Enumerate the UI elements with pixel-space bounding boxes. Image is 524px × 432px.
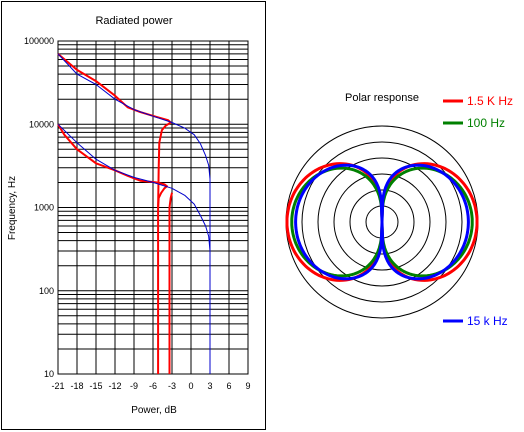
polar-ring [349,189,415,255]
y-tick-label: 1000 [34,203,54,213]
legend-label-2: 100 Hz [467,116,505,130]
x-tick-label: -9 [130,381,138,391]
legend-label-3: 15 k Hz [467,314,508,328]
series-line-5 [57,53,211,374]
x-axis-label: Power, dB [131,405,177,416]
series-line-2 [168,192,173,374]
legend-item-1: 1.5 K Hz [443,94,513,108]
plot-series [57,53,211,374]
x-tick-label: 9 [245,381,250,391]
polar-ring [317,157,447,287]
plot-frame [57,40,249,375]
x-tick-label: -21 [51,381,64,391]
x-tick-label: -12 [108,381,121,391]
legend-label-1: 1.5 K Hz [467,94,513,108]
plot-grid [57,40,249,375]
x-tick-labels: -21 -18 -15 -12 -9 -6 -3 0 3 6 9 [51,381,250,391]
cartesian-title: Radiated power [95,15,172,27]
x-tick-label: 0 [188,381,193,391]
series-line-4 [57,123,211,252]
x-tick-label: 3 [207,381,212,391]
y-tick-labels: 10 100 1000 10000 100000 [24,36,54,379]
y-tick-label: 10 [44,369,54,379]
polar-ring [301,141,463,303]
legend-item-2: 100 Hz [443,116,505,130]
legend-item-3: 15 k Hz [443,314,508,328]
series-line-1 [57,123,168,374]
polar-ring [333,173,431,271]
x-tick-label: -3 [168,381,176,391]
x-tick-label: 6 [226,381,231,391]
y-tick-label: 100000 [24,36,54,46]
x-tick-label: -15 [89,381,102,391]
polar-title: Polar response [345,92,419,104]
polar-traces [285,162,479,282]
x-tick-label: -6 [149,381,157,391]
y-tick-label: 10000 [29,119,54,129]
y-axis-label: Frequency, Hz [7,176,18,240]
y-tick-label: 100 [39,286,54,296]
x-tick-label: -18 [70,381,83,391]
polar-trace-3 [294,163,470,281]
series-line-3 [57,53,172,208]
